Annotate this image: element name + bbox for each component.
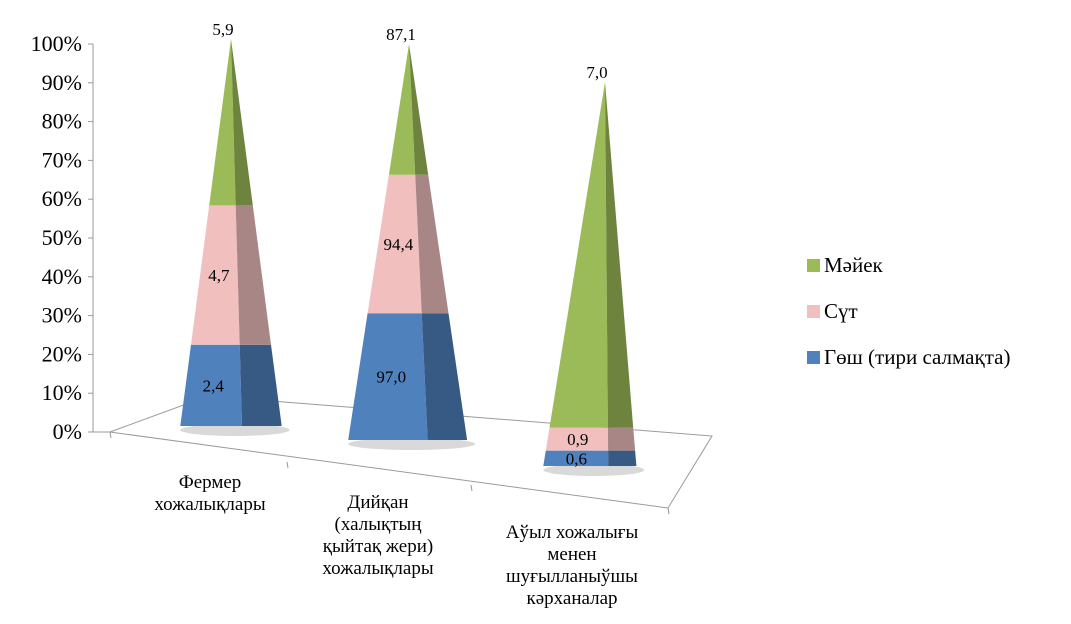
data-label: 87,1	[386, 25, 416, 44]
pyramid-segment-front	[367, 174, 422, 314]
category-label-line: хожалықлары	[154, 494, 265, 515]
category-label-line: Фермер	[179, 472, 242, 493]
category-label-line: шуғылланыўшы	[506, 566, 638, 587]
pyramid-segment-side	[607, 427, 636, 451]
category-label-line: қыйтақ жери)	[323, 536, 433, 557]
legend-swatch	[807, 351, 820, 364]
pyramid-segment-side	[421, 313, 468, 440]
pyramid-segment-front	[191, 205, 240, 345]
pyramid-segment-side	[409, 44, 429, 175]
pyramid-segment-front	[545, 427, 609, 451]
y-tick-label: 50%	[42, 225, 82, 250]
pyramid-segment-front	[180, 344, 242, 426]
y-tick-label: 90%	[42, 70, 82, 95]
chart-legend: Мәйек Сүт Гөш (тири салмақта)	[807, 253, 1010, 369]
legend-swatch	[807, 305, 820, 318]
y-tick-label: 100%	[31, 31, 82, 56]
pyramid-segment-front	[388, 44, 416, 175]
pyramid-segment-side	[239, 344, 282, 426]
category-label: Аўыл хожалығы менен шуғылланыўшы кәрханалар	[506, 522, 639, 609]
y-tick-label: 80%	[42, 109, 82, 134]
pyramid-segment-side	[608, 450, 637, 466]
data-label: 0,9	[567, 430, 588, 449]
category-label-line: (халықтың	[335, 514, 422, 535]
category-label-line: Аўыл хожалығы	[506, 522, 639, 543]
y-tick-label: 0%	[53, 419, 82, 444]
pyramid-segment-front	[348, 313, 428, 440]
y-tick-label: 30%	[42, 303, 82, 328]
category-label-line: хожалықлары	[322, 558, 433, 579]
y-tick-label: 70%	[42, 147, 82, 172]
data-label: 97,0	[376, 368, 406, 387]
category-tick-mark	[470, 484, 473, 492]
pyramid-shadow	[543, 464, 645, 476]
pyramid-segment-side	[235, 205, 271, 345]
category-tick-mark	[667, 507, 670, 515]
pyramid-segment-side	[231, 39, 253, 206]
legend-swatch	[807, 259, 820, 272]
category-label-line: Дийқан	[347, 492, 408, 513]
pyramid-shadow	[180, 424, 290, 436]
pyramid-shadow	[348, 438, 476, 450]
data-label: 5,9	[212, 20, 233, 39]
data-label: 2,4	[203, 376, 225, 395]
value-axis: 0% 10% 20% 30% 40% 50% 60% 70% 80% 90% 100%	[31, 31, 93, 444]
category-tick-mark	[286, 461, 289, 469]
y-tick-label: 20%	[42, 341, 82, 366]
category-label-line: кәрханалар	[526, 588, 617, 609]
category-label: Дийқан (халықтың қыйтақ жери) хожалықлары	[322, 492, 433, 579]
data-label: 94,4	[383, 235, 413, 254]
category-label: Фермер хожалықлары	[154, 472, 265, 515]
floor-outline	[109, 395, 713, 509]
pyramid-segment-front	[543, 450, 609, 466]
legend-label: Мәйек	[824, 253, 884, 277]
pyramid-series: 2,4 4,7 5,9 97,0 94,4 87,1 0,60,9 7,0	[180, 20, 645, 476]
legend-label: Сүт	[824, 299, 858, 323]
pyramid-segment-front	[209, 39, 236, 206]
y-tick-label: 10%	[42, 380, 82, 405]
legend-label: Гөш (тири салмақта)	[824, 345, 1010, 369]
data-label: 0,6	[566, 449, 587, 468]
y-tick-label: 60%	[42, 186, 82, 211]
pyramid-segment-front	[549, 82, 608, 428]
pyramid-segment-side	[415, 174, 449, 314]
category-label-line: менен	[547, 544, 596, 565]
category-axis: Фермер хожалықлары Дийқан (халықтың қыйтақ ж…	[154, 472, 638, 609]
data-label: 7,0	[586, 63, 607, 82]
pyramid-segment-side	[605, 82, 634, 428]
category-tick-mark	[109, 431, 112, 439]
data-label: 4,7	[208, 266, 230, 285]
y-tick-label: 40%	[42, 264, 82, 289]
